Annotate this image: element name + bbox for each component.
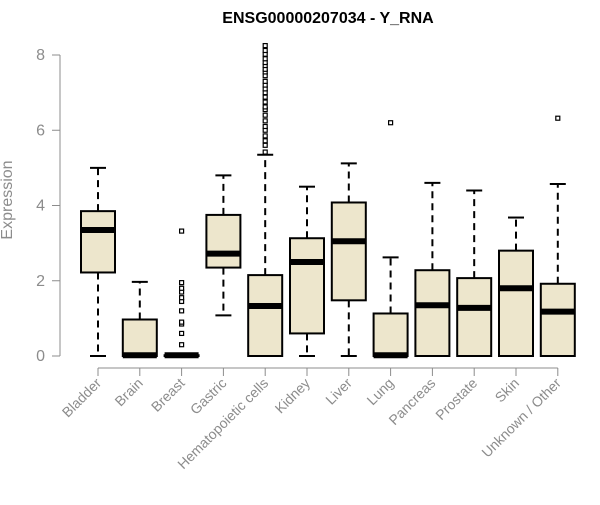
box-body (330, 201, 367, 302)
outlier-point (179, 228, 185, 234)
x-tick-label: Prostate (432, 375, 480, 423)
outlier-point (179, 330, 185, 337)
outlier-point (179, 295, 185, 301)
outlier-point (262, 56, 268, 62)
outlier-point (262, 149, 268, 155)
y-tick-label: 2 (36, 273, 45, 290)
box-kidney (289, 185, 325, 357)
y-tick-label: 6 (36, 122, 45, 139)
outlier-point (179, 285, 185, 291)
box-body (289, 237, 325, 335)
outlier-point (262, 142, 268, 148)
outlier-point (262, 112, 268, 118)
box-body (247, 274, 284, 358)
box-lung (372, 120, 409, 359)
outlier-point (262, 138, 268, 144)
box-breast (163, 228, 200, 359)
box-skin (498, 216, 534, 357)
y-axis: 0 2 4 6 8 (36, 47, 61, 365)
x-tick-label: Kidney (272, 375, 314, 417)
outlier-point (179, 280, 185, 286)
box-body (539, 282, 576, 358)
boxes (80, 42, 576, 359)
box-brain (121, 280, 158, 359)
outlier-point (555, 115, 561, 121)
outlier-point (262, 42, 268, 49)
box-bladder (80, 166, 116, 357)
outlier-point (262, 118, 268, 124)
box-hematopoietic-cells (247, 42, 284, 358)
x-tick-label: Lung (363, 375, 396, 408)
box-body (456, 277, 493, 357)
outlier-point (179, 308, 185, 314)
outlier-point (179, 342, 185, 348)
outlier-point (388, 120, 394, 126)
box-unknown-other (539, 115, 576, 358)
box-gastric (205, 174, 242, 317)
x-tick-label: Breast (148, 375, 188, 415)
outlier-point (262, 99, 268, 105)
y-tick-label: 4 (36, 198, 45, 215)
y-axis-label: Expression (0, 160, 16, 239)
outlier-point (262, 47, 268, 54)
outlier-point (262, 78, 268, 84)
box-body (121, 318, 158, 358)
x-tick-label: Skin (492, 375, 523, 406)
box-pancreas (414, 181, 451, 357)
x-tick-label: Unknown / Other (478, 375, 564, 461)
outlier-point (262, 123, 268, 130)
box-body (372, 312, 409, 358)
x-tick-label: Liver (322, 375, 355, 408)
box-liver (330, 162, 367, 357)
y-tick-label: 0 (36, 348, 45, 365)
outlier-point (179, 319, 185, 325)
outlier-point (262, 94, 268, 100)
outlier-point (262, 104, 268, 110)
box-body (498, 249, 534, 357)
chart-title: ENSG00000207034 - Y_RNA (222, 10, 434, 27)
box-body (414, 269, 451, 357)
box-body (205, 213, 242, 269)
box-body (80, 210, 116, 274)
outlier-point (262, 133, 268, 139)
box-prostate (456, 189, 493, 357)
x-tick-label: Bladder (59, 375, 105, 421)
x-tick-label: Brain (111, 375, 145, 409)
y-tick-label: 8 (36, 47, 45, 64)
